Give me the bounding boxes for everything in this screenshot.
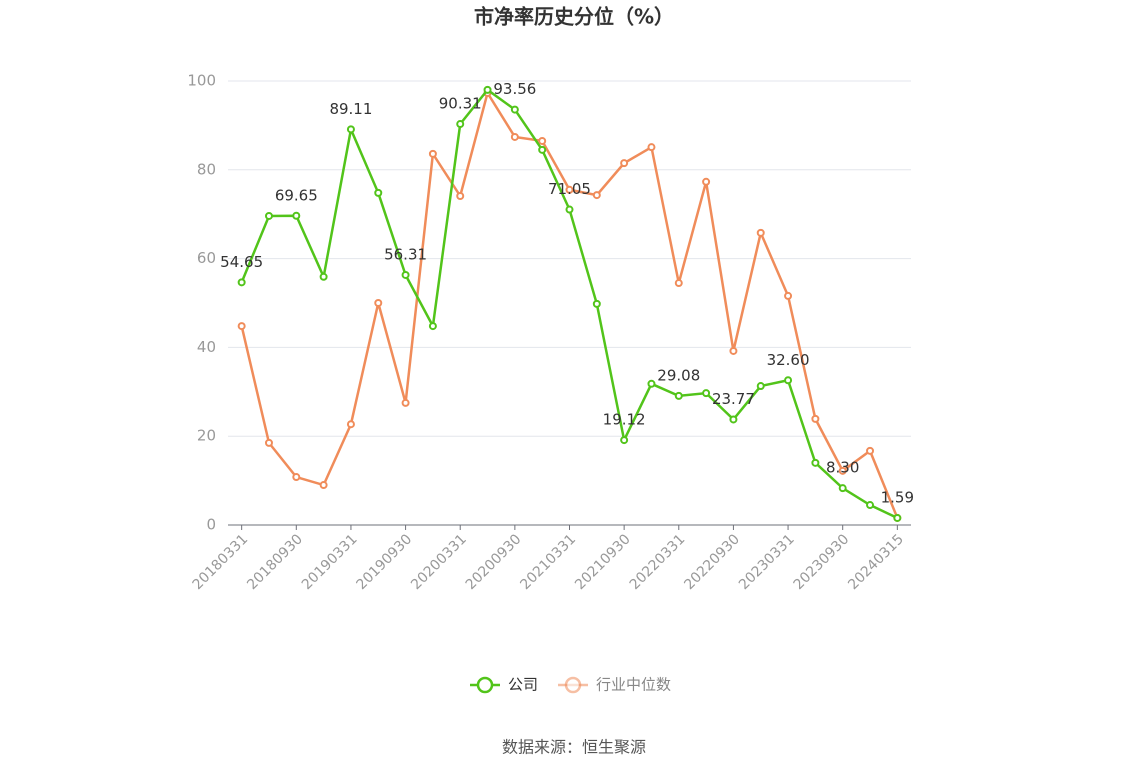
- point: [592, 191, 601, 200]
- point: [866, 501, 875, 510]
- x-tick-label: 20210331: [517, 531, 579, 593]
- point: [647, 143, 656, 152]
- point: [374, 299, 383, 307]
- data-label: 54.65: [220, 253, 263, 271]
- point: [538, 136, 547, 145]
- point: [729, 415, 738, 424]
- point: [538, 145, 547, 154]
- point: [374, 188, 383, 197]
- data-label: 1.59: [881, 488, 914, 506]
- point: [674, 391, 683, 400]
- point: [620, 436, 629, 445]
- x-tick-label: 20240315: [845, 531, 907, 593]
- legend-icon: [564, 676, 582, 694]
- data-label: 8.30: [826, 459, 859, 477]
- point: [811, 414, 820, 423]
- x-tick-label: 20220930: [681, 531, 743, 593]
- x-tick-label: 20190930: [354, 531, 416, 593]
- y-tick-label: 80: [197, 160, 216, 178]
- x-tick-label: 20200930: [463, 531, 525, 593]
- x-tick-label: 20220331: [627, 531, 689, 593]
- y-tick-label: 20: [197, 427, 216, 445]
- point: [620, 159, 629, 168]
- series-line: [240, 88, 898, 520]
- y-tick-label: 100: [187, 72, 216, 90]
- point: [346, 420, 355, 429]
- point: [702, 177, 711, 186]
- x-tick-label: 20180930: [244, 531, 306, 593]
- point: [702, 389, 711, 398]
- point: [483, 85, 492, 94]
- x-tick-label: 20200331: [408, 531, 470, 593]
- point: [565, 185, 574, 194]
- point: [456, 191, 465, 200]
- point: [647, 379, 656, 388]
- point: [264, 211, 273, 220]
- point: [866, 446, 875, 455]
- point: [565, 205, 574, 214]
- chart-title: 市净率历史分位（%）: [474, 5, 674, 29]
- x-tick-label: 20210930: [572, 531, 634, 593]
- x-tick-label: 20190331: [299, 531, 361, 593]
- point: [592, 299, 601, 308]
- y-tick-label: 60: [197, 249, 216, 267]
- point: [428, 322, 437, 331]
- data-label: 71.05: [548, 180, 591, 198]
- point: [346, 125, 355, 134]
- point: [510, 132, 519, 141]
- point: [319, 272, 328, 281]
- point: [292, 473, 301, 482]
- point: [838, 466, 847, 475]
- point: [237, 278, 246, 287]
- series-line: [240, 89, 899, 519]
- point: [292, 211, 301, 220]
- point: [456, 120, 465, 129]
- point: [811, 458, 820, 467]
- point: [237, 322, 246, 331]
- point: [319, 481, 328, 490]
- data-label: 90.31: [439, 95, 482, 113]
- data-label: 93.56: [493, 80, 536, 98]
- point: [784, 376, 793, 385]
- data-label: 69.65: [275, 186, 318, 204]
- data-label: 89.11: [329, 100, 372, 118]
- point: [401, 270, 410, 279]
- point: [893, 513, 902, 522]
- data-label: 19.12: [603, 411, 646, 429]
- point: [510, 105, 519, 114]
- point: [729, 346, 738, 355]
- point: [756, 382, 765, 391]
- point: [401, 398, 410, 407]
- x-tick-label: 20230930: [791, 531, 853, 593]
- source: 数据来源：恒生聚源: [502, 738, 646, 757]
- y-tick-label: 40: [197, 338, 216, 356]
- data-label: 56.31: [384, 245, 427, 263]
- point: [784, 291, 793, 300]
- point: [756, 228, 765, 237]
- point: [838, 484, 847, 493]
- data-label: 29.08: [657, 366, 700, 384]
- x-tick-label: 20180331: [190, 531, 252, 593]
- point: [264, 438, 273, 447]
- legend-label: 行业中位数: [596, 676, 671, 694]
- data-label: 32.60: [767, 351, 810, 369]
- data-label: 23.77: [712, 390, 755, 408]
- point: [428, 149, 437, 158]
- y-tick-label: 0: [206, 516, 216, 534]
- legend-icon: [476, 676, 494, 694]
- point: [674, 279, 683, 288]
- legend-label: 公司: [508, 676, 538, 694]
- x-tick-label: 20230331: [736, 531, 798, 593]
